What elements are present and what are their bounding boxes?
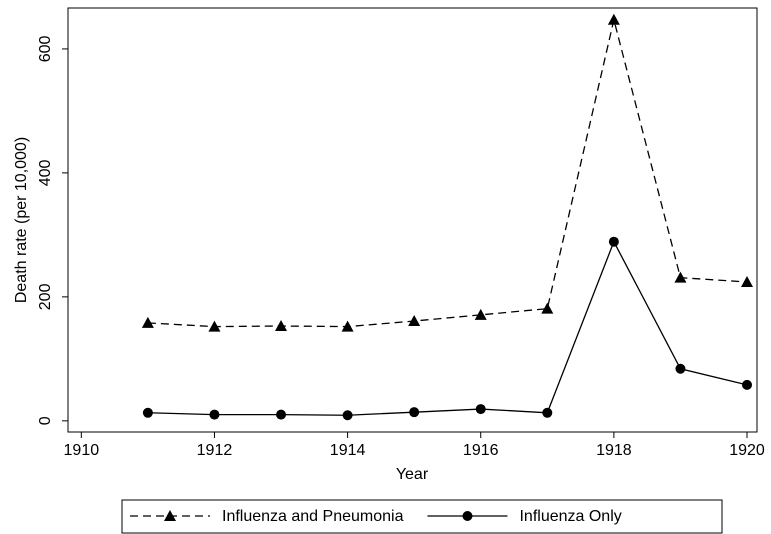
data-point [409, 407, 420, 418]
y-tick-label: 400 [37, 159, 54, 186]
series-line [147, 240, 748, 416]
x-axis-label: Year [396, 466, 429, 483]
data-point [142, 407, 153, 418]
data-point [741, 275, 754, 287]
x-tick-label: 1916 [463, 442, 499, 459]
x-tick-label: 1920 [729, 442, 765, 459]
legend-label: Influenza and Pneumonia [222, 508, 404, 525]
data-point [474, 308, 487, 320]
data-point [275, 320, 288, 331]
data-point [276, 409, 287, 420]
plot-frame [67, 7, 758, 433]
legend-marker [462, 511, 473, 521]
x-tick-label: 1912 [197, 442, 233, 459]
data-point [141, 316, 154, 328]
x-tick-label: 1918 [596, 442, 632, 459]
y-tick-label: 600 [37, 35, 54, 62]
y-axis-label: Death rate (per 10,000) [13, 137, 30, 303]
data-point [541, 302, 554, 314]
x-tick-label: 1914 [330, 442, 366, 459]
data-point [607, 13, 620, 25]
data-point [674, 271, 687, 283]
data-point [542, 407, 553, 418]
data-point [675, 363, 686, 374]
y-tick-label: 0 [37, 416, 54, 425]
y-tick-label: 200 [37, 283, 54, 310]
data-point [408, 315, 421, 327]
series-line [147, 19, 748, 328]
data-point [341, 320, 354, 332]
legend-box [121, 499, 723, 534]
data-point [342, 410, 353, 421]
legend-label: Influenza Only [519, 508, 621, 525]
legend-marker [164, 510, 176, 521]
data-point [608, 236, 619, 247]
data-point [208, 320, 221, 332]
data-point [742, 379, 753, 390]
data-point [209, 409, 220, 420]
x-tick-label: 1910 [64, 442, 100, 459]
data-point [475, 404, 486, 415]
